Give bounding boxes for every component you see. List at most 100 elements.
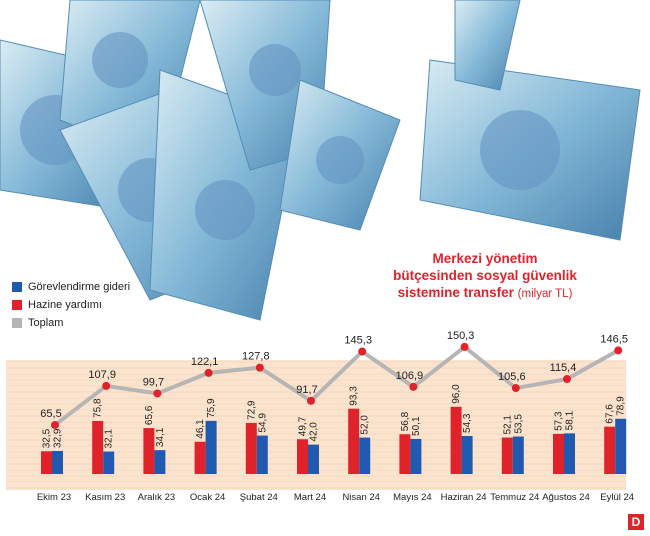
total-value-label: 91,7 — [296, 384, 317, 396]
category-label: Aralık 23 — [138, 492, 176, 503]
bar-hazine — [92, 420, 104, 474]
category-label: Ağustos 24 — [542, 492, 590, 503]
bar-value-label-gorevlendirme: 54,3 — [462, 413, 473, 433]
bar-hazine — [297, 439, 308, 474]
bar-gorevlendirme — [154, 450, 166, 474]
bar-gorevlendirme — [52, 450, 63, 474]
total-value-label: 65,5 — [40, 408, 61, 420]
bar-gorevlendirme — [461, 435, 473, 474]
category-label: Kasım 23 — [85, 492, 125, 503]
category-label: Nisan 24 — [342, 492, 380, 503]
total-point — [358, 347, 367, 356]
bar-hazine — [245, 422, 257, 474]
total-line — [53, 344, 620, 427]
banknote-icon — [279, 79, 401, 231]
bar-gorevlendirme — [615, 418, 627, 474]
category-label: Mayıs 24 — [393, 492, 432, 503]
total-point — [51, 420, 59, 429]
bar-value-label-hazine: 46,1 — [195, 419, 206, 439]
bar-value-label-gorevlendirme: 42,0 — [309, 422, 320, 442]
bar-value-label-hazine: 67,6 — [605, 404, 616, 424]
total-point — [204, 368, 213, 377]
total-value-label: 99,7 — [143, 376, 164, 388]
category-label: Temmuz 24 — [490, 492, 539, 503]
bar-value-label-hazine: 96,0 — [451, 384, 462, 404]
bar-value-label-hazine: 93,3 — [349, 386, 360, 406]
title-line-1: Merkezi yönetim — [432, 251, 538, 266]
category-label: Şubat 24 — [240, 492, 278, 503]
bar-value-label-gorevlendirme: 32,1 — [104, 429, 115, 449]
category-label: Mart 24 — [294, 492, 326, 503]
legend-label: Görevlendirme gideri — [28, 281, 131, 293]
legend-label: Toplam — [28, 317, 64, 329]
bar-value-label-hazine: 52,1 — [502, 415, 513, 435]
brand-logo: D — [628, 514, 644, 530]
bar-value-label-gorevlendirme: 58,1 — [565, 410, 576, 430]
bar-hazine — [501, 437, 513, 474]
bar-value-label-hazine: 49,7 — [298, 416, 309, 436]
bar-hazine — [348, 408, 360, 474]
bar-value-label-hazine: 56,8 — [400, 411, 411, 431]
legend-item-toplam: Toplam — [12, 314, 130, 332]
bar-value-label-gorevlendirme: 32,9 — [53, 428, 64, 448]
total-point — [614, 346, 623, 355]
bar-value-label-hazine: 57,3 — [554, 411, 565, 431]
bar-value-label-gorevlendirme: 52,0 — [360, 415, 371, 435]
legend-item-hazine: Hazine yardımı — [12, 296, 130, 314]
legend: Görevlendirme gideri Hazine yardımı Topl… — [12, 278, 130, 332]
category-label: Ekim 23 — [37, 492, 71, 503]
banknote-illustration — [0, 0, 641, 321]
bar-gorevlendirme — [564, 433, 575, 474]
title-line-3-text: sistemine transfer — [397, 285, 514, 300]
bar-value-label-gorevlendirme: 53,5 — [513, 414, 524, 434]
bar-gorevlendirme — [512, 436, 524, 474]
legend-swatch-gray — [12, 318, 22, 328]
bar-hazine — [41, 451, 52, 474]
total-value-label: 122,1 — [191, 356, 219, 368]
total-value-label: 106,9 — [396, 370, 424, 382]
bar-value-label-gorevlendirme: 34,1 — [155, 427, 166, 447]
banknote-icon — [419, 59, 641, 241]
legend-swatch-blue — [12, 282, 22, 292]
total-point — [563, 375, 571, 384]
total-point — [460, 342, 469, 351]
bar-value-label-gorevlendirme: 75,9 — [206, 398, 217, 418]
total-line-layer — [51, 342, 623, 429]
bar-gorevlendirme — [205, 420, 217, 474]
category-label: Eylül 24 — [600, 492, 634, 503]
total-point — [511, 384, 520, 393]
bar-hazine — [143, 428, 155, 474]
labels-layer: 32,5 32,9 Ekim 23 75,832,1 Kasım 23 65,634,1 A… — [37, 330, 634, 503]
title-line-3: sistemine transfer (milyar TL) — [360, 284, 610, 303]
total-value-label: 107,9 — [88, 369, 116, 381]
title-line-2: bütçesinden sosyal güvenlik — [393, 268, 577, 283]
legend-label: Hazine yardımı — [28, 299, 102, 311]
chart-title: Merkezi yönetim bütçesinden sosyal güven… — [360, 250, 610, 303]
bar-hazine — [399, 434, 411, 474]
total-value-label: 105,6 — [498, 371, 526, 383]
bar-gorevlendirme — [410, 438, 422, 474]
bar-value-label-hazine: 32,5 — [42, 428, 53, 448]
bars-layer — [41, 406, 627, 474]
unit-label: (milyar TL) — [517, 288, 573, 300]
bar-value-label-hazine: 65,6 — [144, 405, 155, 425]
total-point — [409, 382, 418, 391]
total-value-label: 145,3 — [344, 335, 372, 347]
bar-value-label-gorevlendirme: 54,9 — [257, 413, 268, 433]
bar-gorevlendirme — [256, 435, 268, 474]
bar-value-label-hazine: 72,9 — [246, 400, 257, 420]
legend-item-gorevlendirme: Görevlendirme gideri — [12, 278, 130, 296]
banknote-icon — [454, 0, 521, 91]
total-point — [307, 396, 315, 405]
bar-hazine — [450, 406, 462, 474]
bar-value-label-hazine: 75,8 — [93, 398, 104, 418]
bar-value-label-gorevlendirme: 78,9 — [616, 396, 627, 416]
total-value-label: 115,4 — [550, 362, 577, 374]
total-value-label: 146,5 — [600, 333, 628, 345]
total-value-label: 127,8 — [242, 351, 270, 363]
bar-gorevlendirme — [103, 451, 115, 474]
total-point — [102, 381, 111, 390]
bar-hazine — [604, 426, 616, 474]
bar-hazine — [553, 433, 564, 474]
category-label: Ocak 24 — [190, 492, 225, 503]
